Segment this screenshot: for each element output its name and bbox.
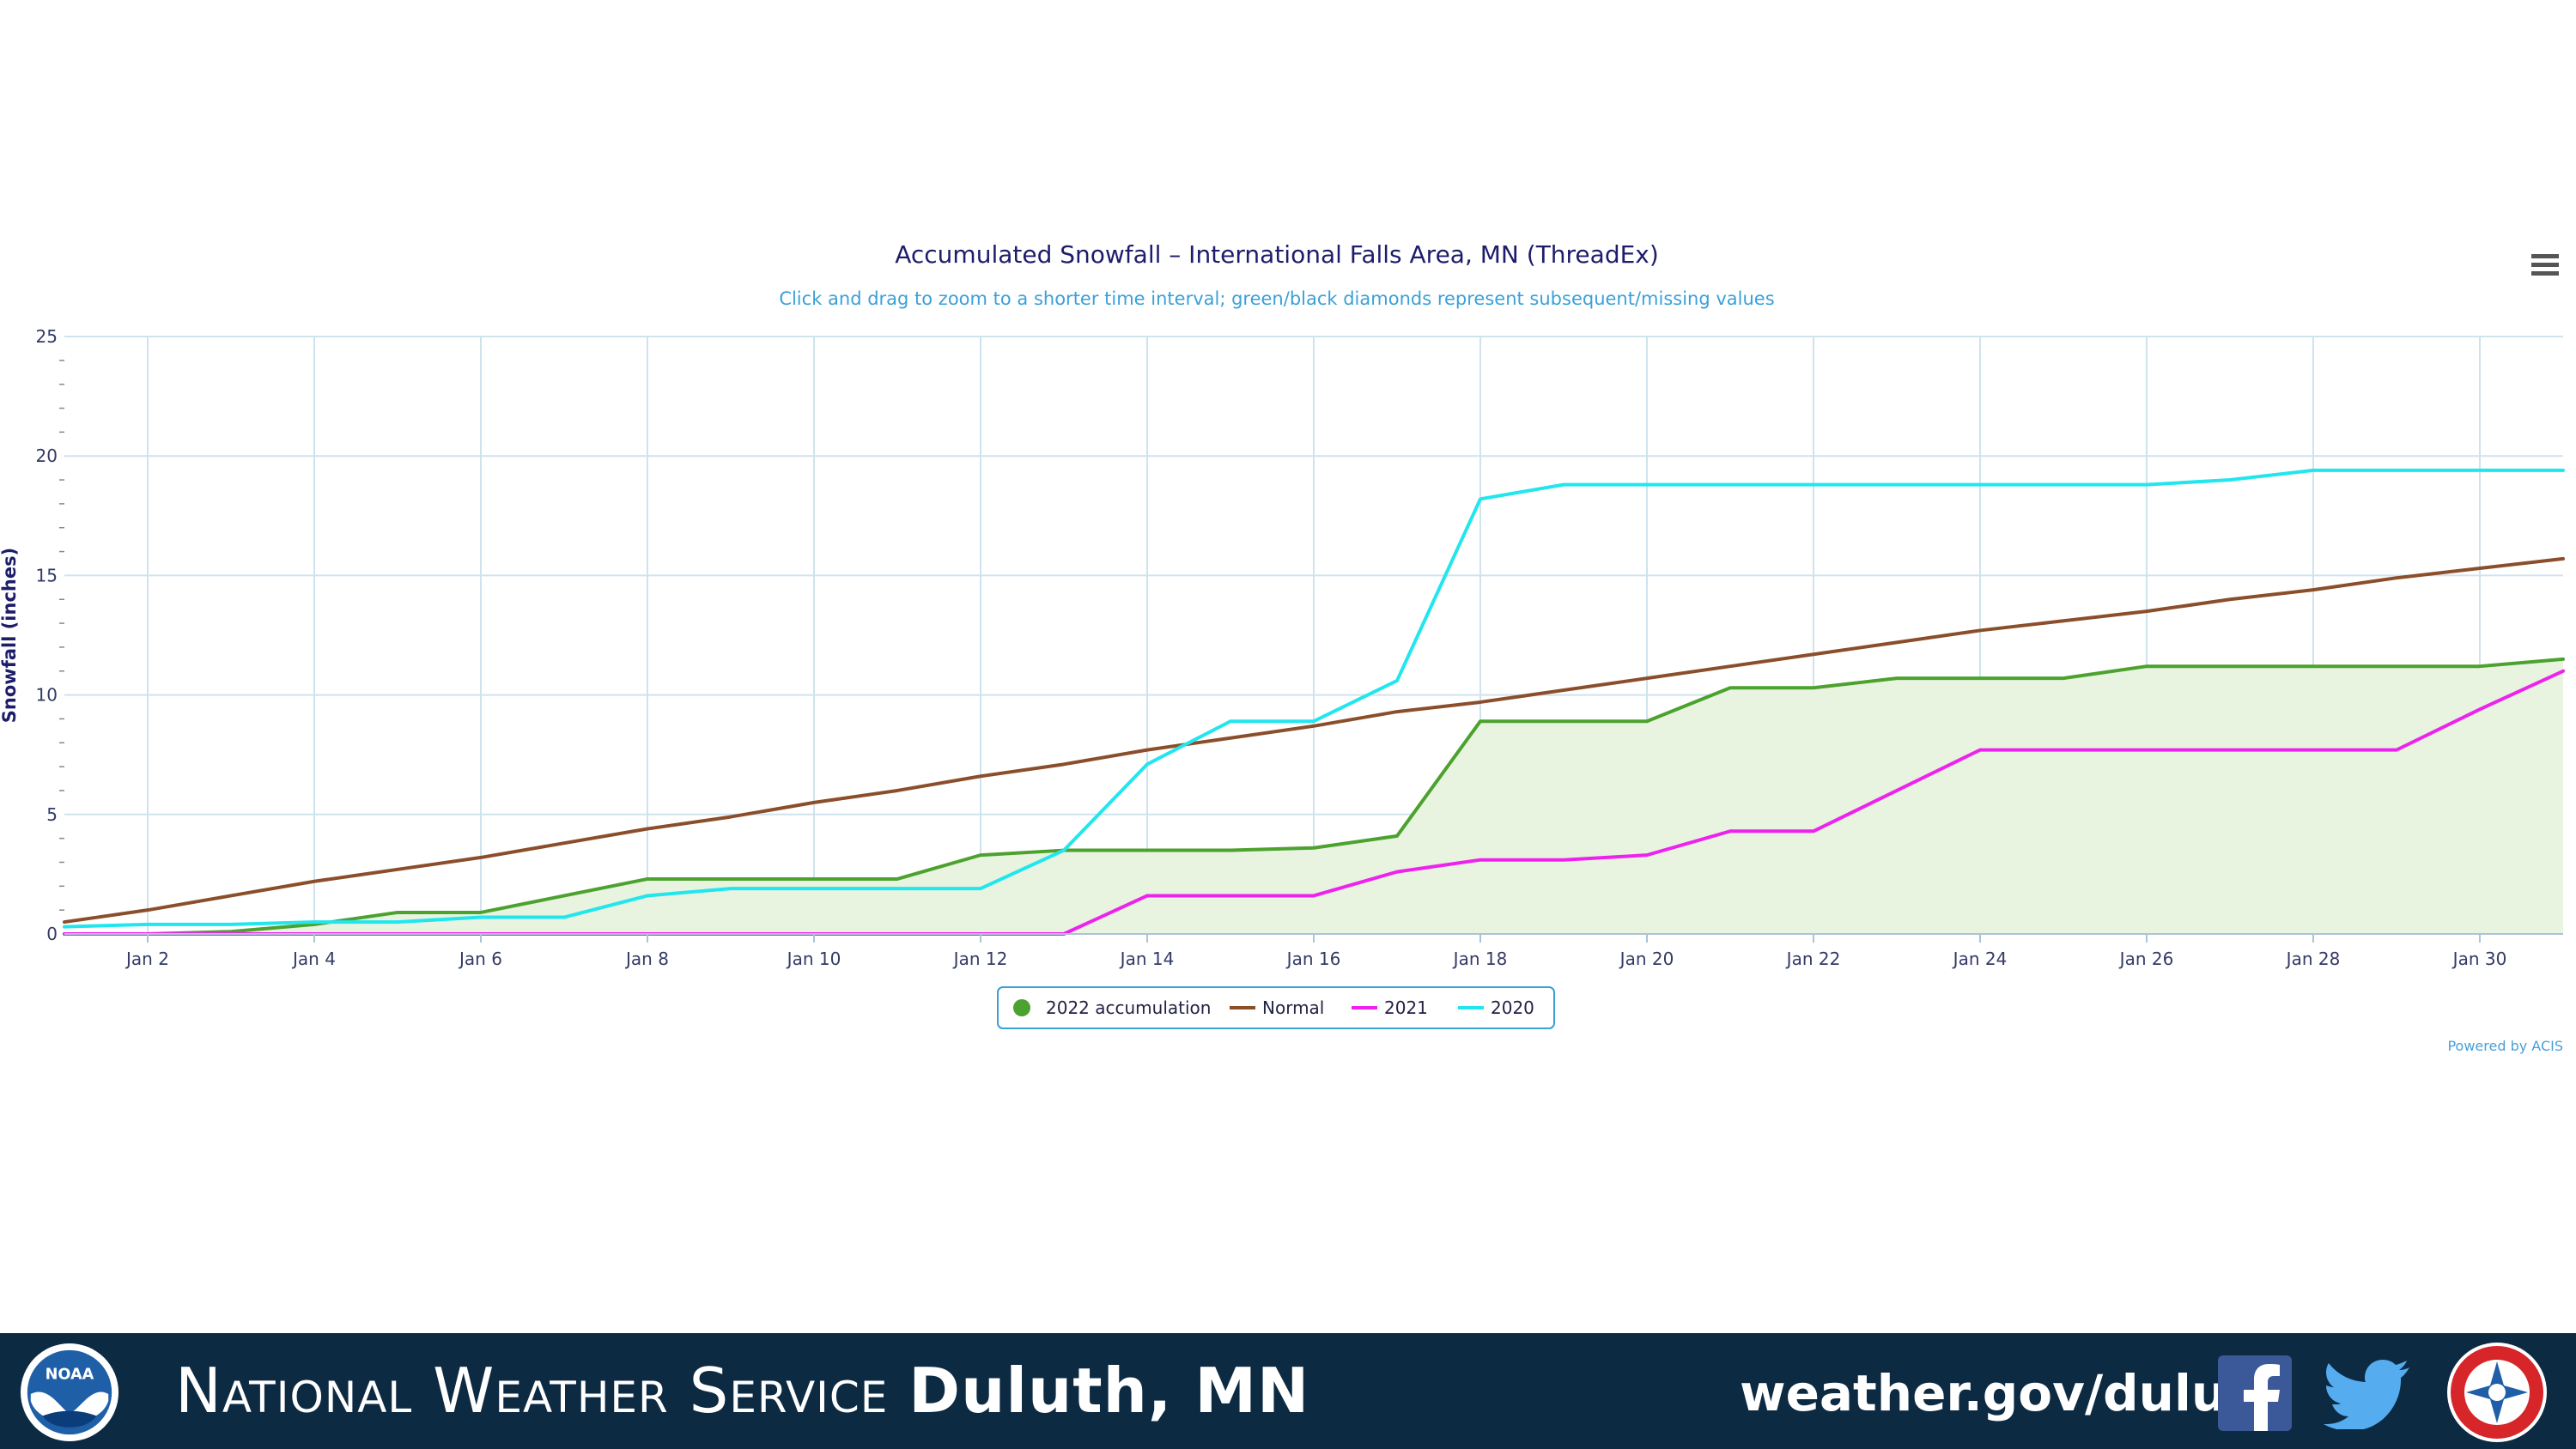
y-tick-label: 10 xyxy=(36,685,58,706)
x-tick-label: Jan 26 xyxy=(2118,949,2174,969)
facebook-icon[interactable] xyxy=(2218,1355,2292,1431)
x-tick-label: Jan 30 xyxy=(2451,949,2507,969)
office-title: National Weather Service Duluth, MN xyxy=(175,1352,1309,1429)
y-tick-label: 20 xyxy=(36,446,58,466)
axes: 0 5 10 15 20 25 Jan 2 Jan 4 Jan 6 Jan 8 Jan 10 Jan … xyxy=(36,326,2563,969)
legend-label: Normal xyxy=(1262,997,1324,1018)
legend-item-normal[interactable]: Normal xyxy=(1230,997,1324,1018)
y-axis-title: Snowfall (inches) xyxy=(0,548,20,723)
x-tick-label: Jan 24 xyxy=(1952,949,2008,969)
nws-logo-icon[interactable] xyxy=(2445,1341,2549,1444)
x-tick-label: Jan 28 xyxy=(2285,949,2341,969)
legend-item-2020[interactable]: 2020 xyxy=(1458,997,1534,1018)
twitter-icon[interactable] xyxy=(2324,1359,2409,1429)
x-tick-label: Jan 20 xyxy=(1619,949,1674,969)
x-tick-label: Jan 4 xyxy=(291,949,336,969)
x-tick-label: Jan 18 xyxy=(1452,949,1508,969)
x-tick-label: Jan 10 xyxy=(786,949,841,969)
legend-marker xyxy=(1013,999,1030,1016)
x-tick-label: Jan 12 xyxy=(952,949,1008,969)
legend-item-2022-accumulation[interactable]: 2022 accumulation xyxy=(1013,997,1211,1018)
area-2022-accumulation xyxy=(64,658,2563,934)
noaa-logo-icon[interactable]: NOAA xyxy=(19,1342,120,1443)
legend-label: 2021 xyxy=(1384,997,1428,1018)
x-tick-label: Jan 22 xyxy=(1785,949,1841,969)
series-line-normal[interactable] xyxy=(63,556,2565,925)
x-tick-label: Jan 16 xyxy=(1285,949,1341,969)
legend-label: 2022 accumulation xyxy=(1046,997,1211,1018)
x-tick-label: Jan 8 xyxy=(624,949,669,969)
area-fill xyxy=(64,658,2563,934)
legend-label: 2020 xyxy=(1491,997,1534,1018)
x-tick-label: Jan 2 xyxy=(125,949,169,969)
website-link[interactable]: weather.gov/duluth xyxy=(1740,1364,2287,1422)
footer-banner: NOAA National Weather Service Duluth, MN… xyxy=(0,1333,2576,1449)
x-tick-label: Jan 6 xyxy=(458,949,502,969)
y-tick-label: 15 xyxy=(36,565,58,585)
y-tick-label: 25 xyxy=(36,326,58,347)
noaa-logo-text: NOAA xyxy=(46,1366,94,1383)
legend[interactable]: 2022 accumulation Normal 2021 2020 xyxy=(997,986,1555,1029)
snowfall-chart[interactable]: Accumulated Snowfall – International Fal… xyxy=(0,0,2576,1333)
y-tick-label: 5 xyxy=(46,804,58,825)
menu-icon[interactable] xyxy=(2531,254,2559,276)
chart-credit[interactable]: Powered by ACIS xyxy=(2447,1038,2563,1054)
chart-subtitle: Click and drag to zoom to a shorter time… xyxy=(779,288,1774,309)
agency-name: National Weather Service xyxy=(175,1355,889,1427)
x-tick-label: Jan 14 xyxy=(1119,949,1175,969)
legend-box xyxy=(997,986,1555,1029)
chart-title: Accumulated Snowfall – International Fal… xyxy=(895,240,1659,269)
y-tick-label: 0 xyxy=(46,924,58,944)
series-line-2020[interactable] xyxy=(63,468,2565,929)
legend-item-2021[interactable]: 2021 xyxy=(1352,997,1428,1018)
series-line-2022-accumulation[interactable] xyxy=(63,657,2565,936)
office-name: Duluth, MN xyxy=(908,1355,1310,1427)
